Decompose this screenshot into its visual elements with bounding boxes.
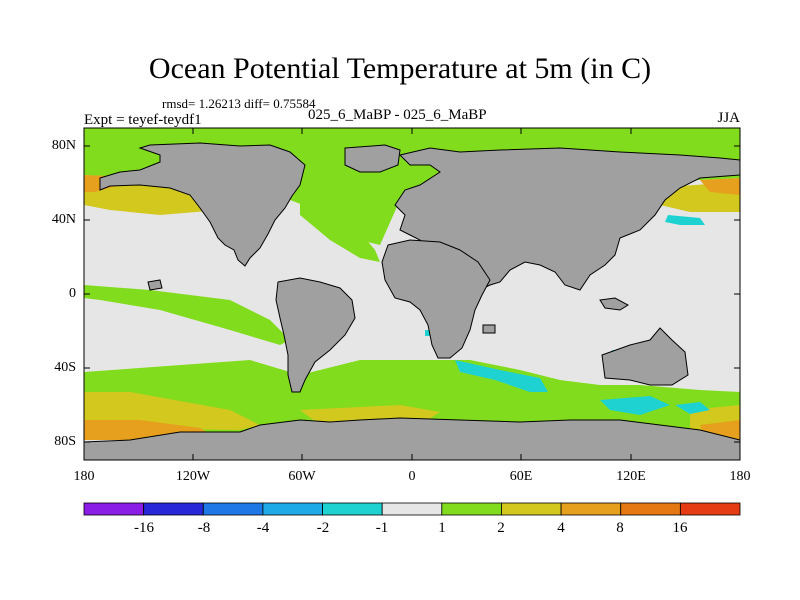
season-label: JJA	[717, 110, 740, 126]
land-antarctica	[84, 417, 740, 460]
colorbar-swatch	[143, 502, 204, 516]
lon-label-180w: 180	[73, 469, 95, 484]
lon-label-120w: 120W	[175, 469, 211, 484]
colorbar-swatch	[679, 502, 741, 516]
colorbar-label: -2	[316, 520, 330, 536]
land-south-america	[275, 277, 356, 393]
colorbar-label: -4	[256, 520, 270, 536]
colorbar-label: 4	[557, 520, 565, 536]
colorbar-label: -1	[375, 520, 389, 536]
colorbar-label: 16	[672, 520, 688, 536]
colorbar-swatch	[441, 502, 502, 516]
lat-label-0: 0	[69, 286, 76, 301]
lat-label-80s: 80S	[54, 434, 76, 449]
lon-label-60e: 60E	[509, 469, 533, 484]
colorbar-swatch	[560, 502, 622, 516]
colorbar-label: -16	[134, 520, 154, 536]
land-africa	[381, 239, 491, 359]
land-australia	[601, 327, 689, 386]
colorbar-swatch	[381, 502, 443, 516]
colorbar-swatch	[83, 502, 145, 516]
land-masses	[84, 142, 740, 460]
lon-label-120e: 120E	[616, 469, 646, 484]
land-islands	[599, 297, 629, 311]
experiment-label: Expt = teyef-teydf1	[84, 112, 202, 128]
axis-ticks	[84, 128, 740, 460]
colorbar-label: 1	[438, 520, 446, 536]
colorbar-label: 2	[497, 520, 505, 536]
colorbar-label: 8	[616, 520, 624, 536]
lon-label-0: 0	[408, 469, 416, 484]
stats-text: rmsd= 1.26213 diff= 0.75584	[162, 96, 316, 111]
land-north-america	[99, 142, 306, 267]
colorbar-swatch	[501, 502, 562, 516]
case-label: 025_6_MaBP - 025_6_MaBP	[308, 107, 487, 123]
lat-label-40n: 40N	[51, 212, 76, 227]
land-eurasia	[394, 147, 740, 291]
colorbar-swatch	[620, 502, 681, 516]
colorbar-swatch	[322, 502, 383, 516]
colorbar-swatch	[202, 502, 264, 516]
colorbar-label: -8	[197, 520, 211, 536]
lat-label-80n: 80N	[51, 138, 76, 153]
lon-label-60w: 60W	[288, 469, 316, 484]
map-title: Ocean Potential Temperature at 5m (in C)	[148, 52, 652, 85]
land-greenland	[344, 144, 401, 173]
lon-label-180e: 180	[729, 469, 751, 484]
colorbar-swatch	[262, 502, 323, 516]
colorbar	[83, 502, 741, 516]
lat-label-40s: 40S	[54, 360, 76, 375]
